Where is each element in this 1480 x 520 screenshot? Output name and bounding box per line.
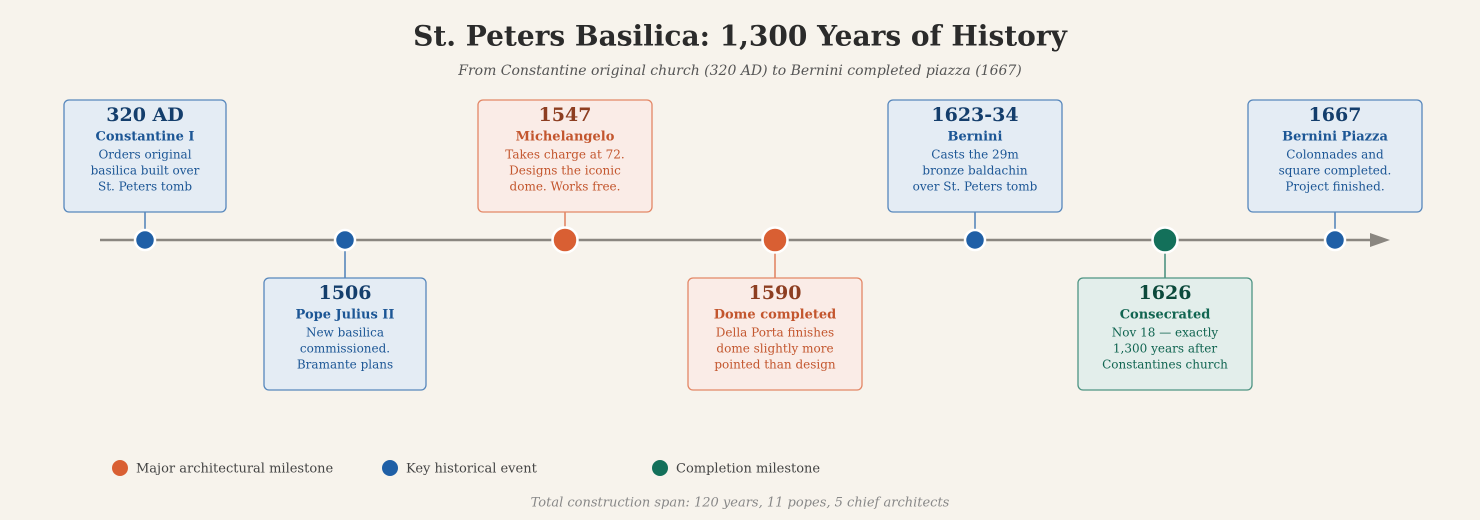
event-card [477,99,653,213]
event-title: Bernini Piazza [1282,130,1388,145]
event-marker [1151,226,1179,254]
event-marker [551,226,579,254]
event-description: bronze baldachin [922,164,1027,178]
event-description: Constantines church [1102,358,1228,372]
event-marker [133,228,157,252]
legend-label: Key historical event [406,462,538,477]
event-card [687,277,863,391]
event-marker [761,226,789,254]
event-description: Colonnades and [1286,148,1384,162]
event-card [263,277,427,391]
event-description: Bramante plans [297,358,393,372]
event-title: Bernini [948,130,1003,145]
event-description: over St. Peters tomb [913,180,1038,194]
event-date: 320 AD [106,104,184,126]
event-date: 1506 [319,282,372,304]
event-date: 1590 [749,282,802,304]
event-card [63,99,227,213]
event-description: New basilica [306,326,384,340]
event-marker [963,228,987,252]
event-description: Orders original [98,148,191,162]
event-description: commissioned. [300,342,390,356]
event-description: Designs the iconic [509,164,621,178]
footer-note: Total construction span: 120 years, 11 p… [531,496,950,511]
legend-label: Major architectural milestone [136,462,334,477]
event-description: Project finished. [1285,180,1384,194]
event-title: Dome completed [714,308,837,323]
event-description: dome slightly more [716,342,833,356]
event-date: 1547 [539,104,592,126]
timeline-arrow [1370,233,1390,247]
legend-label: Completion milestone [676,462,820,477]
event-title: Constantine I [96,130,195,145]
event-title: Pope Julius II [296,308,395,323]
event-description: St. Peters tomb [98,180,192,194]
event-description: 1,300 years after [1113,342,1217,356]
event-card [1077,277,1253,391]
legend-swatch [652,460,668,476]
event-description: basilica built over [91,164,200,178]
event-description: Della Porta finishes [716,326,834,340]
legend-swatch [112,460,128,476]
event-description: Casts the 29m [931,148,1019,162]
event-description: dome. Works free. [510,180,621,194]
event-description: square completed. [1279,164,1392,178]
event-marker [1323,228,1347,252]
event-description: Takes charge at 72. [505,148,624,162]
event-date: 1626 [1139,282,1192,304]
event-description: pointed than design [714,358,836,372]
event-date: 1667 [1309,104,1362,126]
event-description: Nov 18 — exactly [1112,326,1219,340]
event-card [1247,99,1423,213]
event-card [887,99,1063,213]
event-title: Michelangelo [516,130,615,145]
event-date: 1623-34 [931,104,1018,126]
subtitle: From Constantine original church (320 AD… [457,63,1022,79]
event-marker [333,228,357,252]
title: St. Peters Basilica: 1,300 Years of Hist… [413,20,1067,53]
event-title: Consecrated [1120,308,1211,323]
legend-swatch [382,460,398,476]
